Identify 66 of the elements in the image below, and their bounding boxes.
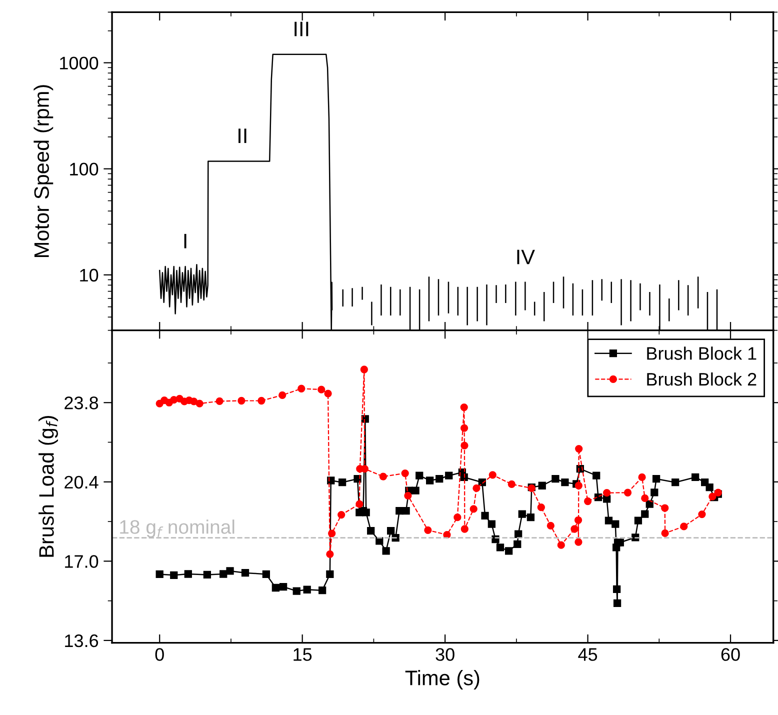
annotation: II [238,128,246,143]
point [472,484,480,492]
point [641,494,649,502]
ref-line-label: 18 g$_{f}$ nominal [120,520,234,538]
y-tick-label: 10 [80,268,98,282]
point [546,522,554,530]
point [379,472,388,480]
point [216,397,224,406]
point [537,503,545,512]
point [404,492,412,500]
point [460,442,468,450]
annotation: I [184,234,186,248]
y-axis-title: Motor Speed (rpm) [34,85,54,257]
x-tick-label: 0 [155,648,164,661]
y-tick-label: 23.8 [64,396,98,410]
point [661,529,669,538]
point [574,538,582,546]
point [603,489,611,497]
annotation: III [294,22,308,36]
legend-label: Brush Block 2 [647,372,756,386]
y-tick-label: 17.0 [65,555,98,568]
point [460,403,468,412]
point [574,516,582,524]
y-tick-label: 1000 [60,56,98,70]
point [328,530,336,538]
point [196,400,204,408]
point [326,550,334,558]
y-tick-label: 13.6 [65,634,98,648]
point [624,488,632,496]
x-tick-label: 30 [436,648,454,661]
point [638,473,646,482]
y-tick-label: 100 [70,162,98,176]
x-tick-label: 45 [578,648,598,661]
point [698,510,706,518]
point [356,500,364,508]
point [584,497,592,506]
point [401,469,409,478]
point [238,396,246,405]
point [508,480,516,488]
point [454,514,462,522]
point [680,522,688,530]
x-axis-title: Time (s) [405,670,480,690]
point [318,386,326,394]
point [278,391,286,399]
point [470,505,478,513]
point [324,390,332,398]
point [258,396,266,405]
point [557,541,565,549]
point [298,384,306,392]
x-tick-label: 15 [294,648,312,661]
point [424,526,432,534]
point [460,424,468,432]
point [570,525,578,533]
point [460,525,468,533]
point [190,398,198,406]
point [338,510,346,519]
point [575,444,583,453]
x-tick-label: 60 [721,648,740,661]
point [360,366,368,374]
point [170,396,178,404]
point [488,471,496,479]
point [661,504,669,512]
y-axis-title: Brush Load (g$_{f}$) [38,416,58,557]
annotation: IV [517,250,535,264]
legend-label: Brush Block 1 [647,346,756,360]
y-tick-label: 20.4 [64,476,98,489]
